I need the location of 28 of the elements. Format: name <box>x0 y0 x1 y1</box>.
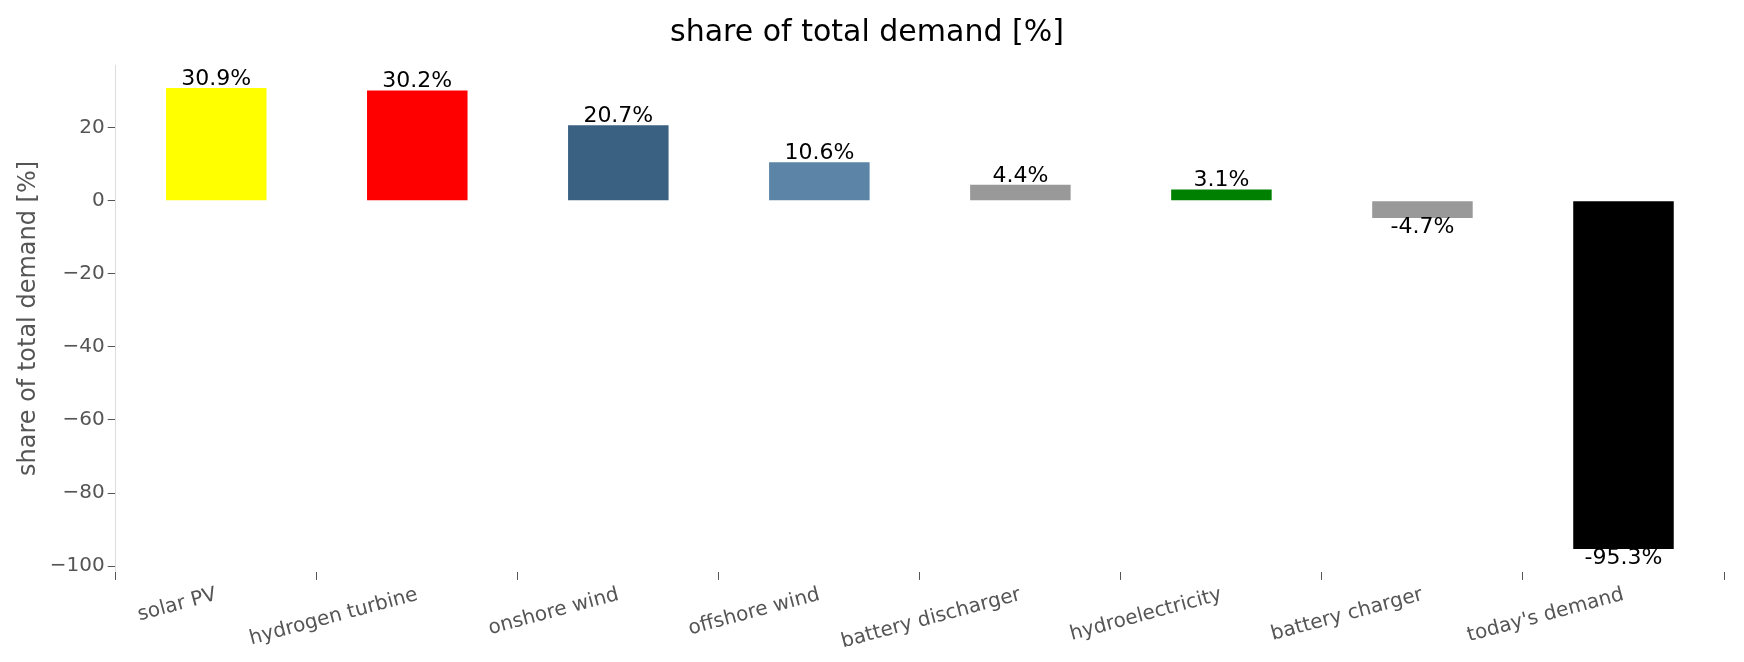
chart-title: share of total demand [%] <box>670 12 1064 48</box>
y-tick-label: 0 <box>92 187 105 212</box>
y-tick-label: −100 <box>49 552 105 577</box>
data-label: 30.9% <box>181 64 252 90</box>
data-label: 20.7% <box>583 101 654 127</box>
bar <box>568 125 669 201</box>
y-tick-label: −80 <box>62 479 105 504</box>
y-tick-label: −20 <box>62 260 105 285</box>
bar <box>1573 201 1674 549</box>
y-tick-label: −60 <box>62 406 105 431</box>
data-label: 30.2% <box>382 67 453 93</box>
bar <box>165 88 267 201</box>
data-label: 3.1% <box>1193 166 1250 192</box>
bar <box>1171 189 1272 201</box>
bar <box>970 184 1071 201</box>
y-tick-label: 20 <box>79 114 105 139</box>
bar <box>769 162 870 201</box>
y-tick-label: −40 <box>62 333 105 358</box>
x-tick-label: battery charger <box>1267 580 1426 645</box>
data-label: 4.4% <box>992 161 1049 187</box>
data-label: -4.7% <box>1390 212 1455 238</box>
bar <box>367 90 468 201</box>
x-tick-label: offshore wind <box>685 581 822 640</box>
y-axis-title: share of total demand [%] <box>12 160 41 477</box>
bar <box>1372 201 1473 219</box>
x-tick-label: onshore wind <box>485 581 621 640</box>
data-label: 10.6% <box>784 138 855 164</box>
x-tick-label: solar PV <box>134 581 220 626</box>
